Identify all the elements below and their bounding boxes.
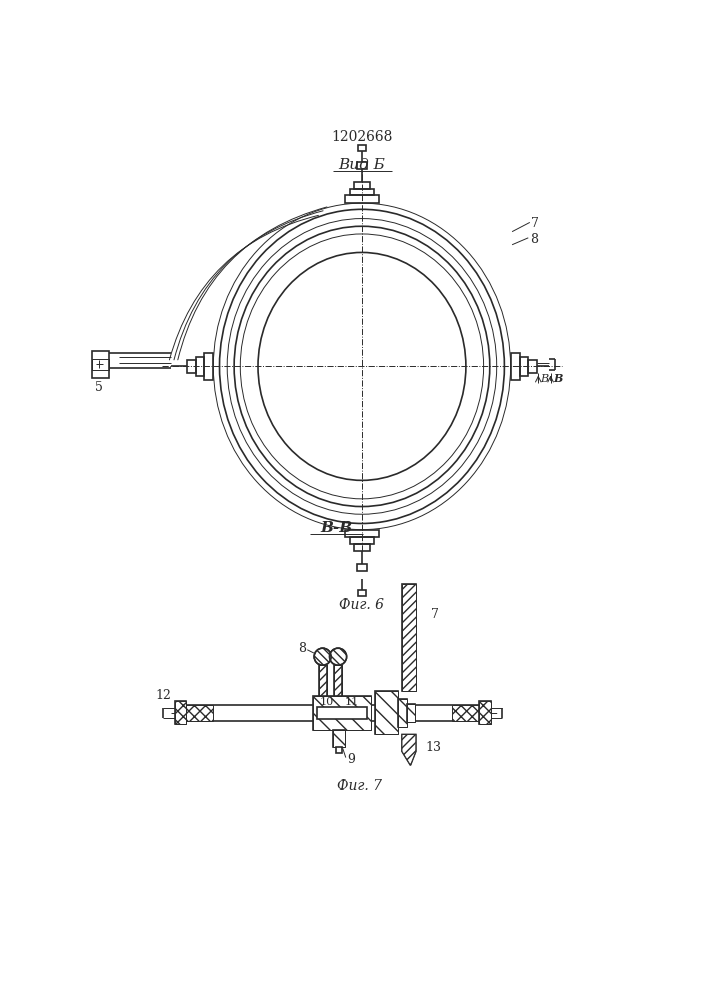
Bar [187,360,197,373]
Text: Фиг. 6: Фиг. 6 [339,598,385,612]
Bar [187,705,214,721]
Text: 7: 7 [431,608,439,621]
Bar [93,351,110,378]
Text: Вид Б: Вид Б [339,158,385,172]
Text: В: В [553,373,562,384]
Circle shape [314,648,331,665]
Bar [197,357,204,376]
Polygon shape [402,734,416,765]
Bar [354,182,370,189]
Text: 11: 11 [344,697,358,707]
Text: Фиг. 7: Фиг. 7 [337,779,382,793]
Text: 13: 13 [425,741,441,754]
Polygon shape [402,734,416,765]
Bar [356,564,368,571]
Bar [402,584,416,691]
Bar [93,359,110,370]
Text: 7: 7 [532,217,539,230]
Bar [479,701,491,724]
Bar [479,701,491,724]
Bar [313,696,371,730]
Bar [402,584,416,691]
Text: 12: 12 [155,689,171,702]
Bar [398,699,407,727]
Bar [356,162,368,169]
Text: 8: 8 [530,233,538,246]
Bar [313,696,371,730]
Bar [407,704,415,722]
Bar [520,357,527,376]
Bar [510,353,520,380]
Text: 10: 10 [320,697,334,707]
Bar [345,195,379,203]
Ellipse shape [329,648,346,665]
Text: 5: 5 [95,381,103,394]
Bar [345,530,379,537]
Bar [175,701,187,724]
Bar [375,691,398,734]
Bar [351,537,373,544]
Bar [358,145,366,151]
Bar [336,747,342,753]
Text: 1202668: 1202668 [332,130,392,144]
Bar [407,704,415,722]
Bar [334,665,342,696]
Bar [333,730,345,747]
Circle shape [329,648,346,665]
Bar [351,189,373,195]
Bar [317,707,368,719]
Text: 8: 8 [298,642,305,655]
Bar [452,705,479,721]
Bar [187,705,479,721]
Text: В-В: В-В [320,521,353,535]
Bar [398,699,407,727]
Bar [204,353,214,380]
Bar [319,665,327,696]
Bar [354,544,370,551]
Bar [375,691,398,734]
Bar [175,701,187,724]
Text: 9: 9 [347,753,355,766]
Bar [527,360,537,373]
Bar [333,730,345,747]
Ellipse shape [314,648,331,665]
Bar [358,590,366,596]
Text: В: В [541,374,549,384]
